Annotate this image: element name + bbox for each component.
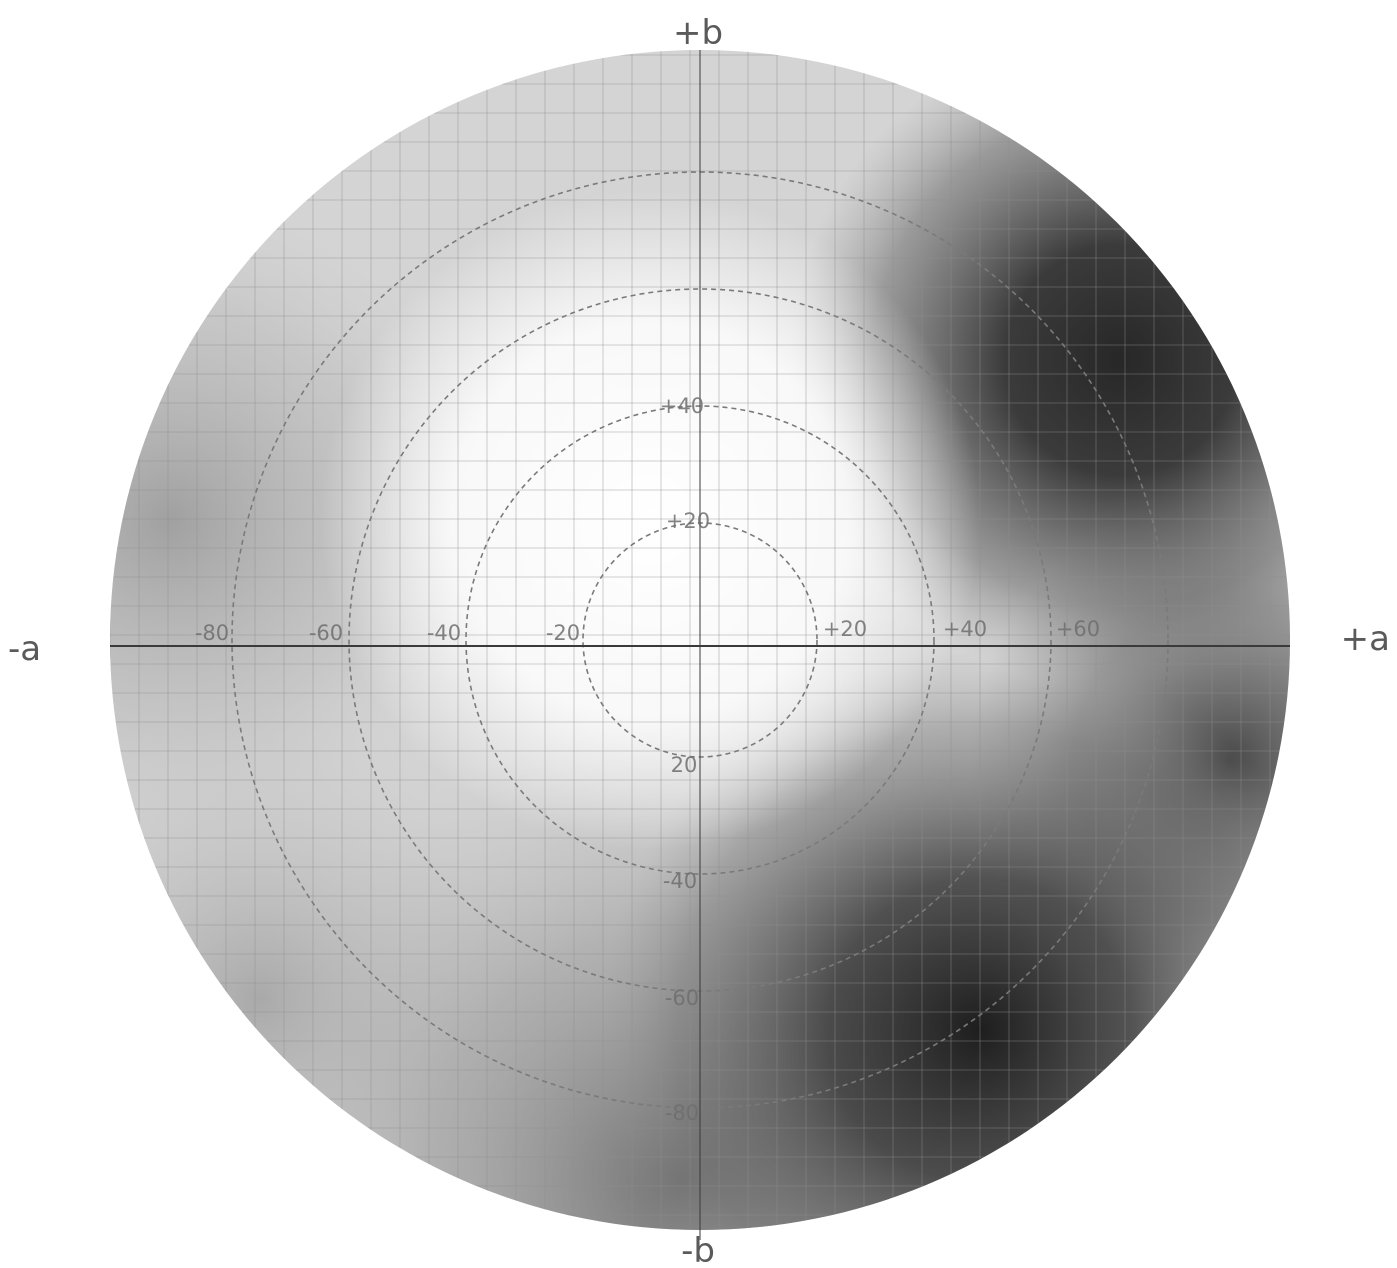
tick-b-plus-40: +40 bbox=[660, 394, 704, 418]
axis-label-minus-a: -a bbox=[8, 629, 41, 669]
tick-a-minus-20: -20 bbox=[546, 621, 580, 645]
a-axis-tick-labels: -80 -60 -40 -20 +20 +40 +60 bbox=[195, 617, 1100, 645]
tick-a-plus-60: +60 bbox=[1056, 617, 1100, 641]
tick-a-minus-60: -60 bbox=[309, 621, 343, 645]
axis-label-plus-a: +a bbox=[1341, 619, 1390, 659]
tick-b-minus-60: -60 bbox=[665, 986, 699, 1010]
tick-b-plus-20: +20 bbox=[666, 509, 710, 533]
axis-label-plus-b: +b bbox=[673, 13, 723, 53]
tick-a-plus-20: +20 bbox=[823, 617, 867, 641]
tick-b-minus-80: -80 bbox=[665, 1101, 699, 1125]
b-axis-tick-labels: +20 +40 20 -40 -60 -80 bbox=[660, 394, 710, 1125]
tick-b-minus-40: -40 bbox=[663, 869, 697, 893]
tick-a-plus-40: +40 bbox=[943, 617, 987, 641]
axis-label-minus-b: -b bbox=[681, 1231, 715, 1268]
tick-a-minus-80: -80 bbox=[195, 621, 229, 645]
tick-a-minus-40: -40 bbox=[427, 621, 461, 645]
tick-b-minus-20: 20 bbox=[671, 753, 698, 777]
